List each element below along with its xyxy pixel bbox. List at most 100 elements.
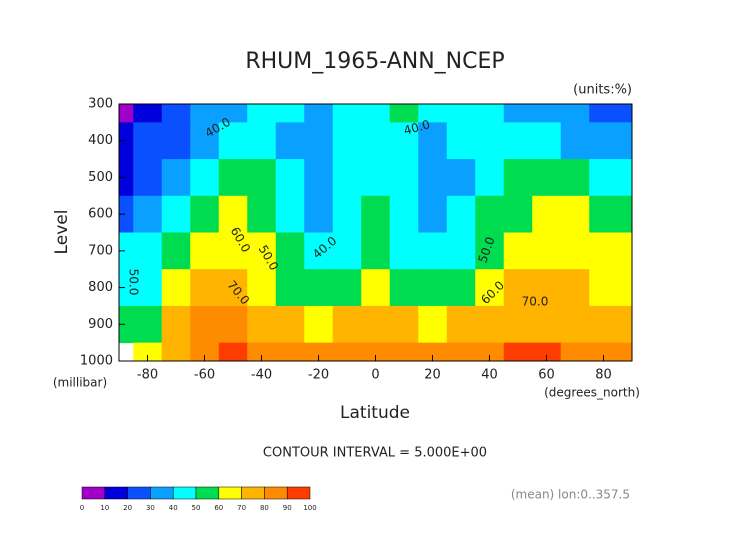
contour-cell (247, 104, 277, 123)
contour-cell (389, 159, 419, 197)
contour-cell (389, 232, 419, 270)
contour-cell (475, 195, 505, 233)
contour-cell (190, 195, 220, 233)
contour-cell (418, 104, 448, 123)
contour-cell (190, 159, 220, 197)
colorbar-swatch (195, 486, 220, 500)
contour-cell (475, 305, 505, 344)
colorbar-label: 90 (283, 504, 292, 512)
contour-cell (361, 305, 391, 344)
contour-cell (532, 122, 562, 160)
contour-cell (589, 269, 619, 307)
contour-cell (275, 342, 305, 361)
contour-cell (446, 122, 476, 160)
contour-cell (218, 305, 248, 344)
contour-cell (361, 104, 391, 123)
contour-cell (475, 342, 505, 361)
contour-cell (119, 232, 134, 270)
y-tick-label: 1000 (80, 354, 113, 369)
y-axis-label: Level (52, 210, 72, 255)
contour-cell (133, 232, 163, 270)
footer-note: (mean) lon:0..357.5 (511, 488, 630, 502)
contour-cell (304, 195, 334, 233)
contour-cell (247, 342, 277, 361)
contour-cell (560, 195, 590, 233)
contour-cell (247, 159, 277, 197)
contour-cell (133, 342, 163, 361)
contour-cell (475, 269, 505, 307)
contour-cell (617, 195, 632, 233)
contour-cell (475, 122, 505, 160)
contour-cell (589, 104, 619, 123)
contour-cell (446, 159, 476, 197)
x-tick-label: 60 (538, 368, 555, 383)
y-tick-label: 500 (88, 170, 113, 185)
contour-cell (304, 104, 334, 123)
contour-cell (304, 269, 334, 307)
colorbar-label: 20 (123, 504, 132, 512)
colorbar-label: 50 (192, 504, 201, 512)
contour-cell (161, 104, 191, 123)
contour-cell (560, 269, 590, 307)
contour-cell (418, 342, 448, 361)
contour-cell (361, 269, 391, 307)
contour-cell (332, 122, 362, 160)
colorbar-swatch (241, 486, 265, 500)
contour-cell (589, 122, 619, 160)
chart-title: RHUM_1965-ANN_NCEP (245, 49, 504, 74)
contour-cell (589, 195, 619, 233)
contour-cell (161, 305, 191, 344)
contour-cell (389, 305, 419, 344)
contour-cell (218, 195, 248, 233)
x-tick-label: 20 (424, 368, 441, 383)
x-tick-label: 0 (371, 368, 379, 383)
contour-cell (560, 232, 590, 270)
contour-cell (275, 122, 305, 160)
contour-cell (389, 122, 419, 160)
contour-cell (532, 305, 562, 344)
contour-cell (617, 232, 632, 270)
colorbar-label: 0 (80, 504, 84, 512)
contour-cell (389, 342, 419, 361)
contour-cell (275, 159, 305, 197)
contour-cell (119, 122, 134, 160)
contour-cell (503, 159, 533, 197)
contour-cell (503, 232, 533, 270)
y-tick-label: 700 (88, 243, 113, 258)
contour-cell (617, 122, 632, 160)
contour-cell (247, 232, 277, 270)
contour-cell (304, 305, 334, 344)
colorbar-label: 60 (214, 504, 223, 512)
colorbar-label: 40 (169, 504, 178, 512)
contour-cell (161, 122, 191, 160)
contour-cell (503, 104, 533, 123)
contour-cell (247, 305, 277, 344)
contour-cell (589, 342, 619, 361)
contour-cell (332, 232, 362, 270)
contour-cell (446, 342, 476, 361)
contour-cell (218, 232, 248, 270)
contour-cell (418, 159, 448, 197)
contour-cell (532, 195, 562, 233)
contour-cell (218, 159, 248, 197)
contour-cell (503, 342, 533, 361)
contour-cell (560, 159, 590, 197)
x-tick-label: 40 (481, 368, 498, 383)
contour-cell (418, 195, 448, 233)
contour-label: 70.0 (522, 295, 549, 309)
contour-cell (332, 269, 362, 307)
contour-cell (161, 342, 191, 361)
contour-cell (332, 195, 362, 233)
colorbar-swatch (104, 486, 128, 500)
contour-cell (190, 122, 220, 160)
contour-interval: CONTOUR INTERVAL = 5.000E+00 (263, 446, 487, 461)
contour-cell (532, 104, 562, 123)
contour-cell (418, 122, 448, 160)
contour-cell (475, 104, 505, 123)
contour-cell (304, 122, 334, 160)
contour-label: 50.0 (127, 269, 141, 296)
colorbar-swatch (127, 486, 151, 500)
y-axis-unit: (millibar) (53, 376, 107, 390)
contour-cell (275, 104, 305, 123)
contour-cell (247, 122, 277, 160)
